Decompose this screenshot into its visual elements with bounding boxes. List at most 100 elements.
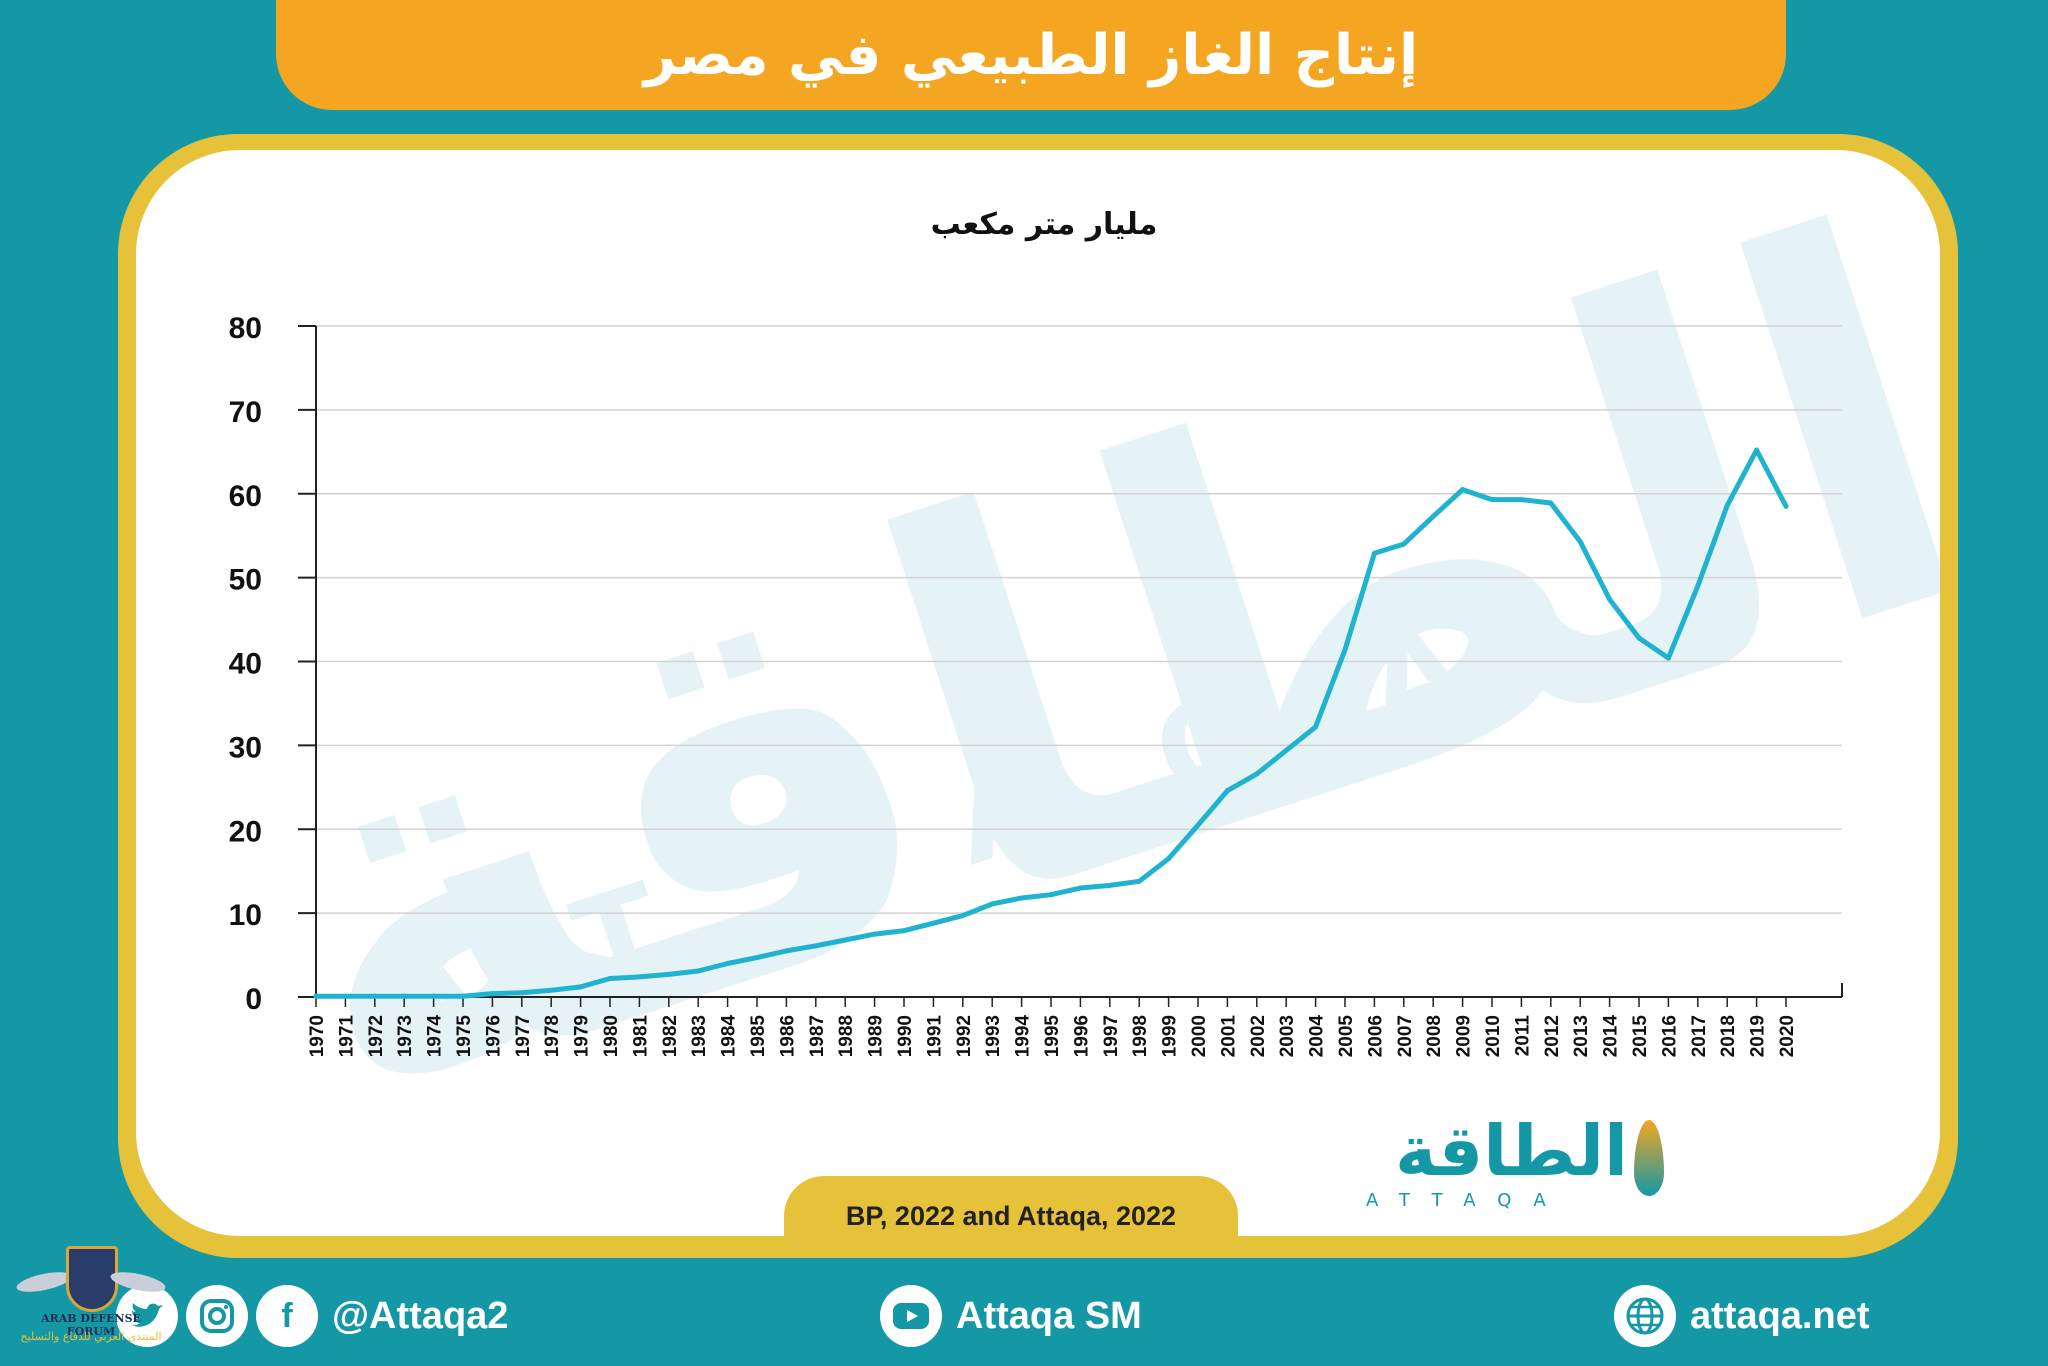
x-tick-label-1972: 1972 [366,1015,387,1057]
x-tick-label-1978: 1978 [542,1015,563,1057]
x-tick-label-1998: 1998 [1130,1015,1151,1057]
data-point-1986 [783,948,789,954]
series-layer [313,447,1789,999]
x-tick-label-1995: 1995 [1042,1015,1063,1058]
data-point-2015 [1636,635,1642,641]
x-tick-label-2004: 2004 [1307,1015,1328,1058]
data-point-1975 [460,993,466,999]
data-point-2006 [1371,550,1377,556]
twitter-icon[interactable] [116,1285,178,1347]
data-point-2001 [1224,788,1230,794]
data-point-1992 [960,913,966,919]
x-tick-label-2010: 2010 [1483,1015,1504,1057]
grid-lines [316,325,1842,914]
x-tick-label-2007: 2007 [1395,1015,1416,1057]
data-point-1997 [1107,882,1113,888]
x-tick-label-2015: 2015 [1630,1015,1651,1058]
youtube-channel[interactable]: Attaqa SM [956,1294,1142,1337]
x-tick-label-1982: 1982 [660,1015,681,1057]
x-tick-label-2005: 2005 [1336,1015,1357,1058]
logo-latin-text: ATTAQA [1366,1190,1568,1211]
data-point-1978 [548,987,554,993]
website-url[interactable]: attaqa.net [1690,1294,1870,1337]
data-point-1977 [519,990,525,996]
x-tick-label-2008: 2008 [1424,1015,1445,1057]
x-tick-label-2003: 2003 [1277,1015,1298,1057]
x-tick-label-1996: 1996 [1071,1015,1092,1057]
x-tick-label-2019: 2019 [1748,1015,1769,1057]
x-tick-label-1986: 1986 [777,1015,798,1057]
x-tick-label-2002: 2002 [1248,1015,1269,1057]
x-tick-label-1974: 1974 [425,1015,446,1058]
data-point-2020 [1783,503,1789,509]
data-point-2016 [1665,655,1671,661]
data-point-1999 [1166,856,1172,862]
x-tick-label-1983: 1983 [689,1015,710,1057]
data-point-1995 [1048,892,1054,898]
title-banner: إنتاج الغاز الطبيعي في مصر [276,0,1786,110]
x-tick-label-1984: 1984 [719,1015,740,1058]
x-tick-label-1979: 1979 [572,1015,593,1057]
x-tick-label-1993: 1993 [983,1015,1004,1057]
y-tick-labels: 0 10 20 30 40 50 60 70 80 [229,312,262,1016]
x-tick-label-2000: 2000 [1189,1015,1210,1057]
x-tick-label-1987: 1987 [807,1015,828,1057]
data-point-2019 [1754,447,1760,453]
x-tick-label-2017: 2017 [1689,1015,1710,1057]
data-point-1998 [1136,878,1142,884]
x-tick-label-1977: 1977 [513,1015,534,1057]
youtube-icon[interactable] [880,1285,942,1347]
x-tick-label-2006: 2006 [1365,1015,1386,1057]
flame-drop-icon [1634,1120,1664,1196]
x-tick-label-1990: 1990 [895,1015,916,1057]
data-point-1993 [989,901,995,907]
x-tick-label-2012: 2012 [1542,1015,1563,1057]
x-tick-label-1985: 1985 [748,1015,769,1058]
data-point-2004 [1313,724,1319,730]
social-handle[interactable]: @Attaqa2 [332,1294,509,1337]
x-tick-label-1999: 1999 [1160,1015,1181,1057]
data-point-2011 [1518,497,1524,503]
data-point-1982 [666,971,672,977]
forum-badge-arabic: المنتدى العربي للدفاع والتسليح [20,1330,162,1343]
x-tick-label-1970: 1970 [307,1015,328,1057]
y-tick-label-50: 50 [229,564,262,597]
x-tick-label-1994: 1994 [1013,1015,1034,1058]
data-point-1981 [636,974,642,980]
data-point-1971 [342,993,348,999]
instagram-icon[interactable] [186,1285,248,1347]
x-tick-label-1997: 1997 [1101,1015,1122,1057]
youtube-group: Attaqa SM [872,1266,1142,1366]
y-tick-label-40: 40 [229,648,262,681]
data-point-2013 [1577,539,1583,545]
x-tick-label-1973: 1973 [395,1015,416,1057]
forum-badge-latin: ARAB DEFENSE FORUM [41,1312,141,1338]
data-point-2007 [1401,541,1407,547]
y-tick-label-0: 0 [245,983,262,1016]
data-point-1990 [901,928,907,934]
globe-icon[interactable] [1614,1285,1676,1347]
data-point-2012 [1548,500,1554,506]
data-point-2017 [1695,583,1701,589]
x-tick-label-1992: 1992 [954,1015,975,1057]
data-point-1985 [754,955,760,961]
data-point-2009 [1460,487,1466,493]
facebook-icon[interactable]: f [256,1285,318,1347]
data-point-1972 [372,993,378,999]
data-point-1994 [1019,895,1025,901]
axes [298,325,1843,1007]
data-point-1979 [578,984,584,990]
y-tick-label-80: 80 [229,312,262,345]
source-pill: BP, 2022 and Attaqa, 2022 [784,1176,1238,1256]
footer: f @Attaqa2 Attaqa SM attaqa.net [0,1266,2048,1366]
data-point-2000 [1195,822,1201,828]
data-point-1996 [1077,885,1083,891]
data-point-1970 [313,993,319,999]
data-point-1984 [725,960,731,966]
page-title: إنتاج الغاز الطبيعي في مصر [643,22,1419,88]
data-point-2014 [1607,596,1613,602]
data-point-2008 [1430,513,1436,519]
x-tick-label-2009: 2009 [1454,1015,1475,1057]
y-tick-label-70: 70 [229,396,262,429]
